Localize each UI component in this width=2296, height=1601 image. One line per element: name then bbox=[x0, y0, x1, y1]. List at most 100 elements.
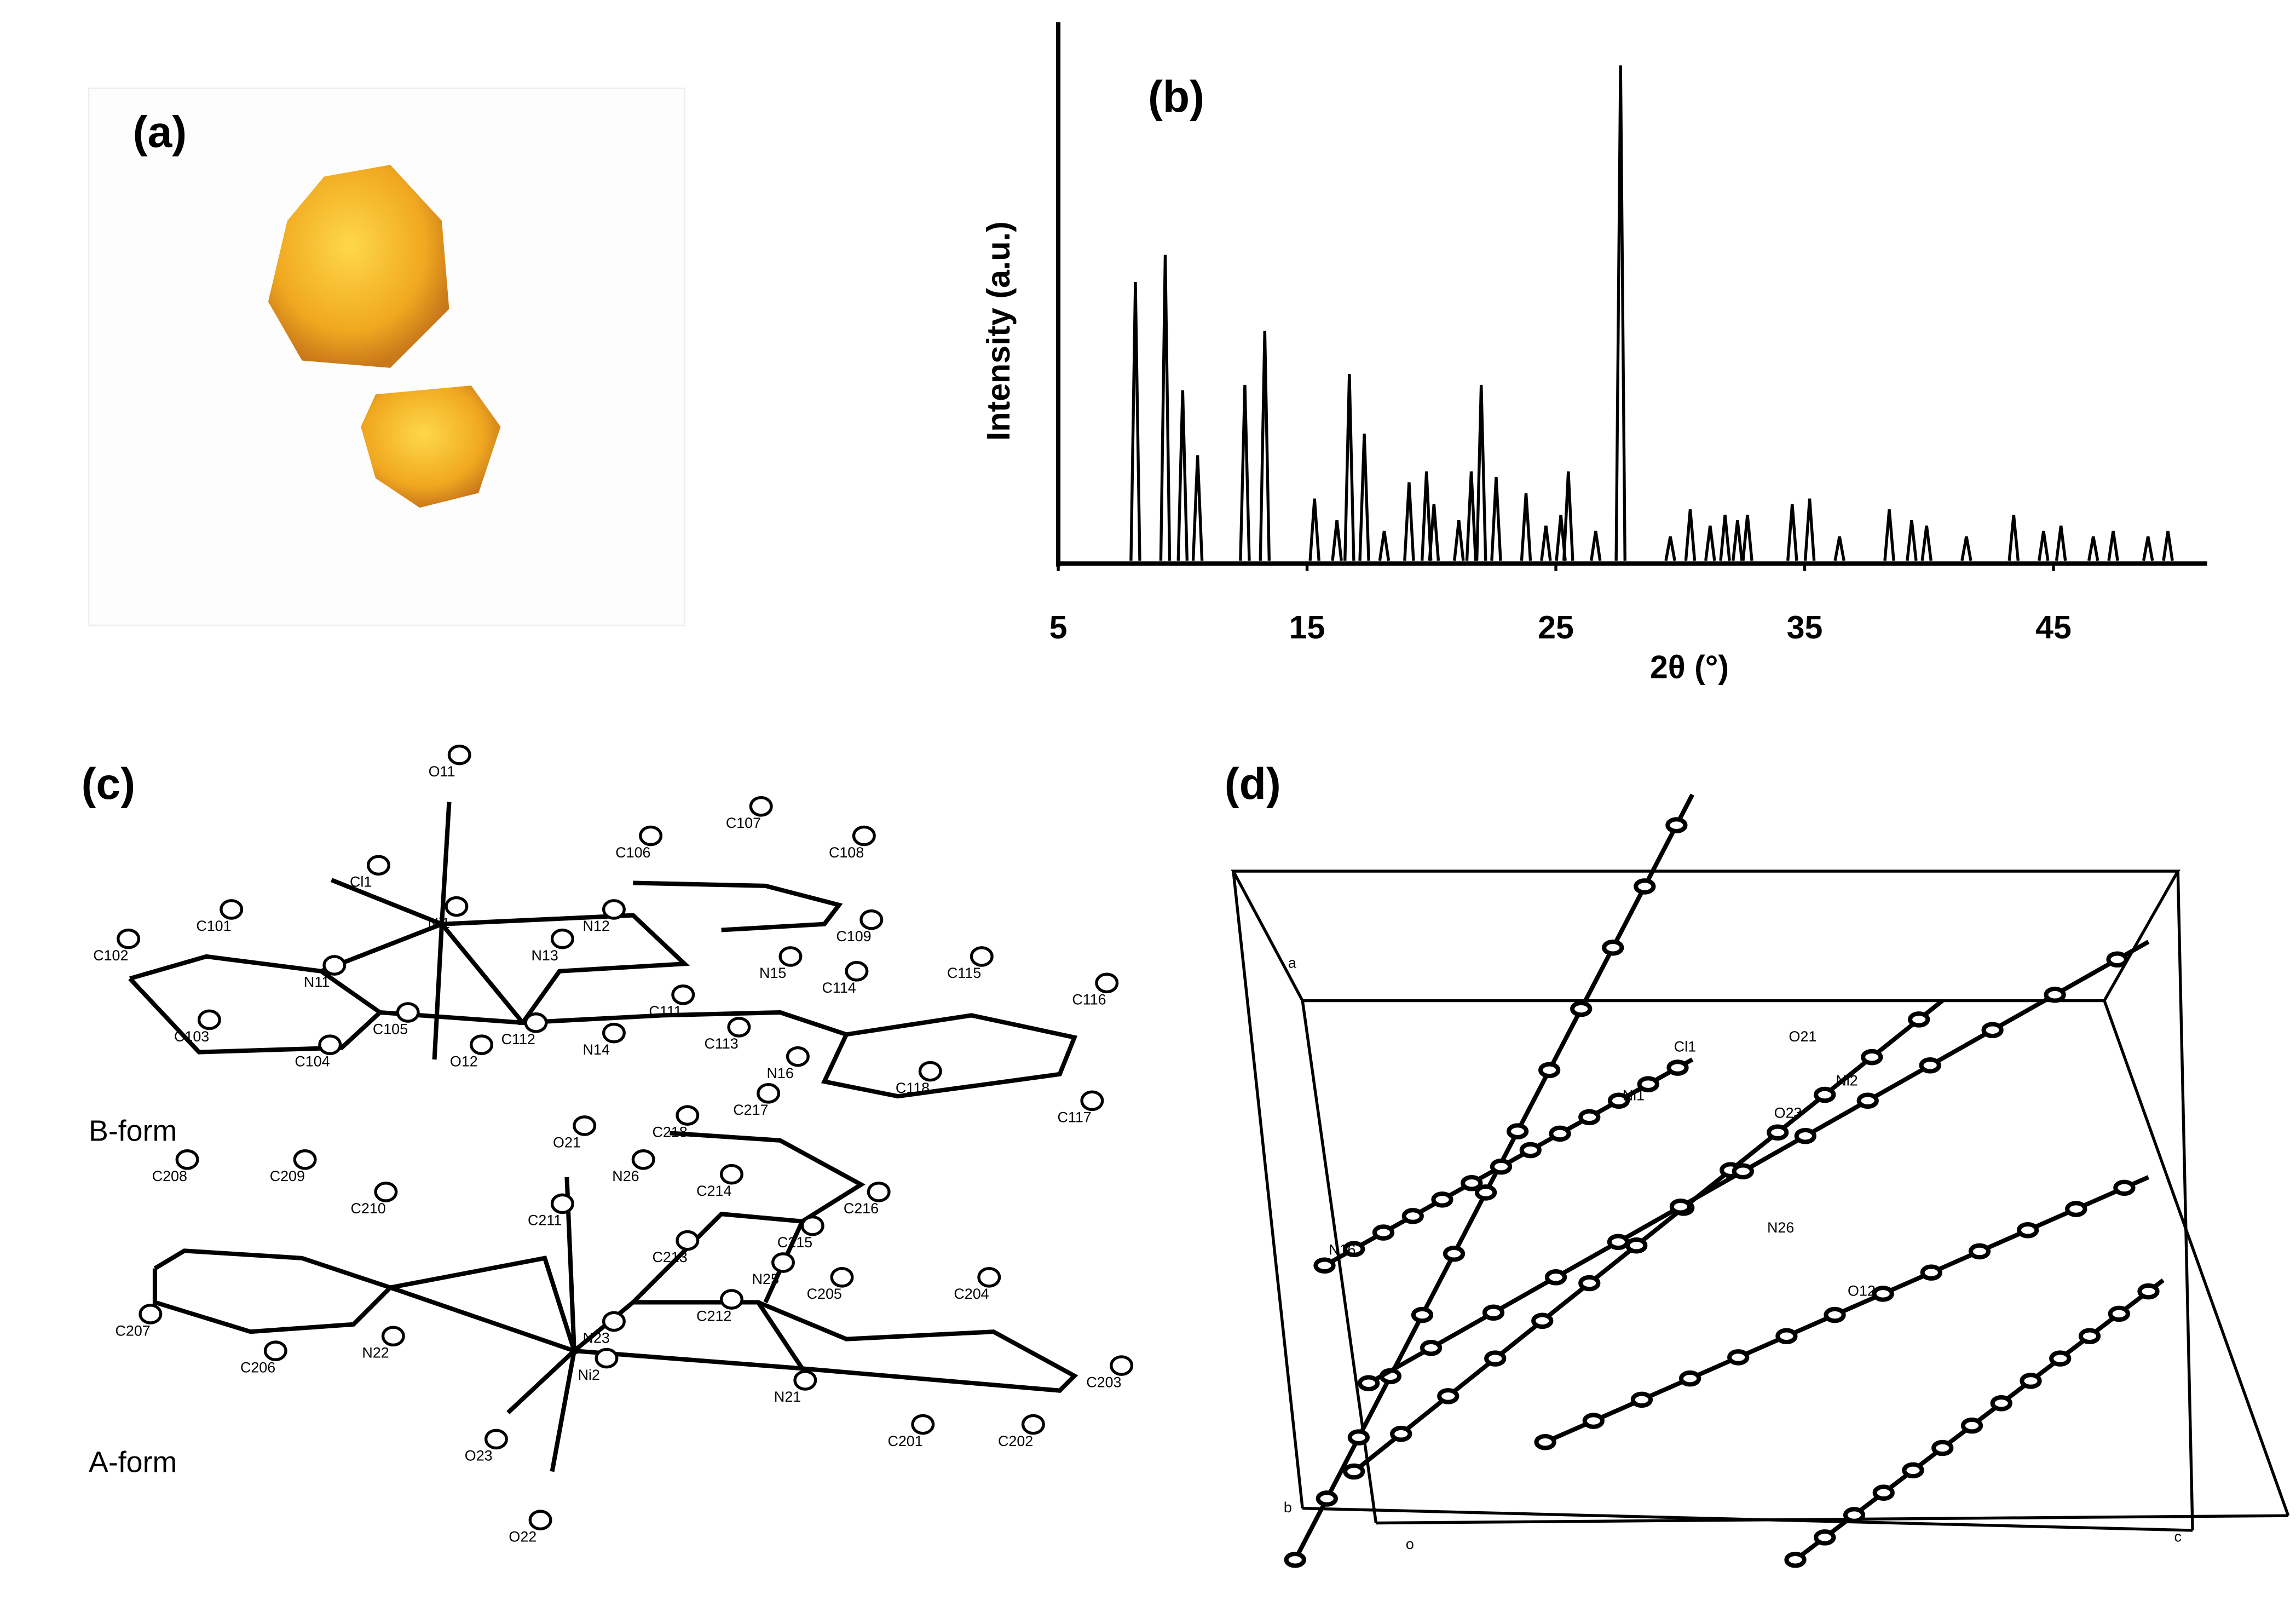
peak bbox=[1906, 520, 1918, 561]
atom-label: C213 bbox=[652, 1249, 687, 1265]
atom bbox=[1544, 1269, 1567, 1286]
peak bbox=[2142, 536, 2154, 561]
atom bbox=[470, 1034, 494, 1055]
atom bbox=[1420, 1339, 1443, 1356]
peak bbox=[1420, 471, 1433, 561]
peak bbox=[1343, 374, 1355, 561]
atom-label: C112 bbox=[501, 1031, 535, 1047]
packing-label: O12 bbox=[1848, 1283, 1876, 1299]
atom bbox=[573, 1115, 597, 1136]
atom bbox=[1872, 1286, 1894, 1302]
atom-label: C106 bbox=[615, 844, 650, 861]
peak bbox=[1562, 471, 1574, 561]
peak bbox=[1159, 255, 1172, 561]
atom bbox=[1824, 1306, 1846, 1323]
atom bbox=[1570, 1000, 1593, 1017]
atom bbox=[602, 899, 626, 920]
atom bbox=[602, 1022, 626, 1044]
atom bbox=[318, 1034, 342, 1055]
peak bbox=[1786, 504, 1798, 561]
atom-label: C202 bbox=[998, 1433, 1033, 1449]
atom bbox=[1607, 1234, 1630, 1251]
atom bbox=[1775, 1328, 1798, 1345]
atom bbox=[1666, 1059, 1689, 1076]
atom bbox=[1767, 1124, 1789, 1141]
atom bbox=[1814, 1529, 1836, 1546]
atom-label: N11 bbox=[304, 974, 330, 990]
peak bbox=[1960, 536, 1972, 561]
x-tick-label: 25 bbox=[1538, 609, 1574, 646]
x-tick-label: 35 bbox=[1787, 609, 1823, 646]
packing-label: N26 bbox=[1767, 1219, 1794, 1236]
atom-label: O11 bbox=[429, 763, 455, 780]
peak bbox=[1403, 482, 1415, 561]
peak bbox=[1684, 509, 1697, 561]
atom bbox=[381, 1326, 405, 1347]
atom bbox=[139, 1304, 163, 1324]
atom bbox=[447, 744, 471, 765]
atom-label: C204 bbox=[954, 1286, 989, 1302]
atom-label: N23 bbox=[583, 1330, 610, 1346]
atom-label: C216 bbox=[844, 1200, 879, 1217]
atom bbox=[175, 1149, 199, 1170]
atom-label: C107 bbox=[726, 815, 761, 831]
atom bbox=[293, 1149, 317, 1170]
peak bbox=[1475, 384, 1487, 561]
atom bbox=[1390, 1425, 1412, 1442]
atom bbox=[1669, 1198, 1692, 1215]
atom-label: C102 bbox=[93, 947, 128, 964]
atom bbox=[778, 946, 803, 967]
atom-label: C210 bbox=[351, 1200, 386, 1217]
atom bbox=[1490, 1158, 1513, 1175]
atom bbox=[2078, 1328, 2101, 1345]
peak bbox=[2038, 531, 2050, 561]
atom bbox=[2049, 1350, 2072, 1367]
atom-label: N25 bbox=[752, 1271, 779, 1287]
atom-label: C209 bbox=[270, 1168, 305, 1184]
atom bbox=[2137, 1283, 2160, 1300]
atom bbox=[2065, 1201, 2087, 1217]
atom bbox=[1482, 1304, 1505, 1321]
atom bbox=[550, 1193, 574, 1214]
atom-label: C101 bbox=[196, 918, 231, 934]
atom bbox=[1637, 1076, 1659, 1092]
peak bbox=[1741, 515, 1753, 561]
atom-label: C108 bbox=[829, 844, 864, 861]
atom-label: C206 bbox=[240, 1359, 275, 1375]
atom-label: N26 bbox=[612, 1168, 639, 1184]
atom bbox=[749, 796, 773, 817]
atom bbox=[830, 1266, 854, 1288]
atom-label: Ni1 bbox=[428, 915, 449, 931]
atom-label: C208 bbox=[152, 1168, 187, 1184]
atom bbox=[1634, 878, 1656, 895]
atom bbox=[793, 1370, 817, 1391]
atom bbox=[757, 1083, 781, 1104]
atom bbox=[1474, 1184, 1497, 1201]
atom bbox=[1080, 1090, 1104, 1112]
atom-label: O12 bbox=[450, 1053, 478, 1069]
atom bbox=[1625, 1237, 1648, 1254]
atom bbox=[1506, 1123, 1529, 1139]
atom bbox=[1110, 1355, 1134, 1376]
atom bbox=[220, 899, 244, 920]
atom bbox=[1856, 1092, 1879, 1109]
atom bbox=[1602, 939, 1624, 956]
atom bbox=[1095, 972, 1119, 994]
peak bbox=[1883, 509, 1895, 561]
atom-label: N16 bbox=[766, 1065, 793, 1081]
atom bbox=[1347, 1429, 1370, 1445]
atom bbox=[445, 896, 469, 917]
peak bbox=[1191, 455, 1204, 561]
atom bbox=[867, 1182, 891, 1202]
atom-label: N15 bbox=[759, 965, 786, 981]
peak bbox=[1833, 536, 1845, 561]
atom bbox=[1372, 1224, 1395, 1241]
atom bbox=[1431, 1191, 1453, 1208]
atom bbox=[602, 1311, 626, 1332]
atom bbox=[1960, 1417, 1983, 1434]
peak bbox=[1614, 65, 1626, 561]
atom bbox=[1607, 1092, 1630, 1109]
x-tick-label: 15 bbox=[1289, 609, 1325, 646]
crystal bbox=[361, 385, 501, 508]
